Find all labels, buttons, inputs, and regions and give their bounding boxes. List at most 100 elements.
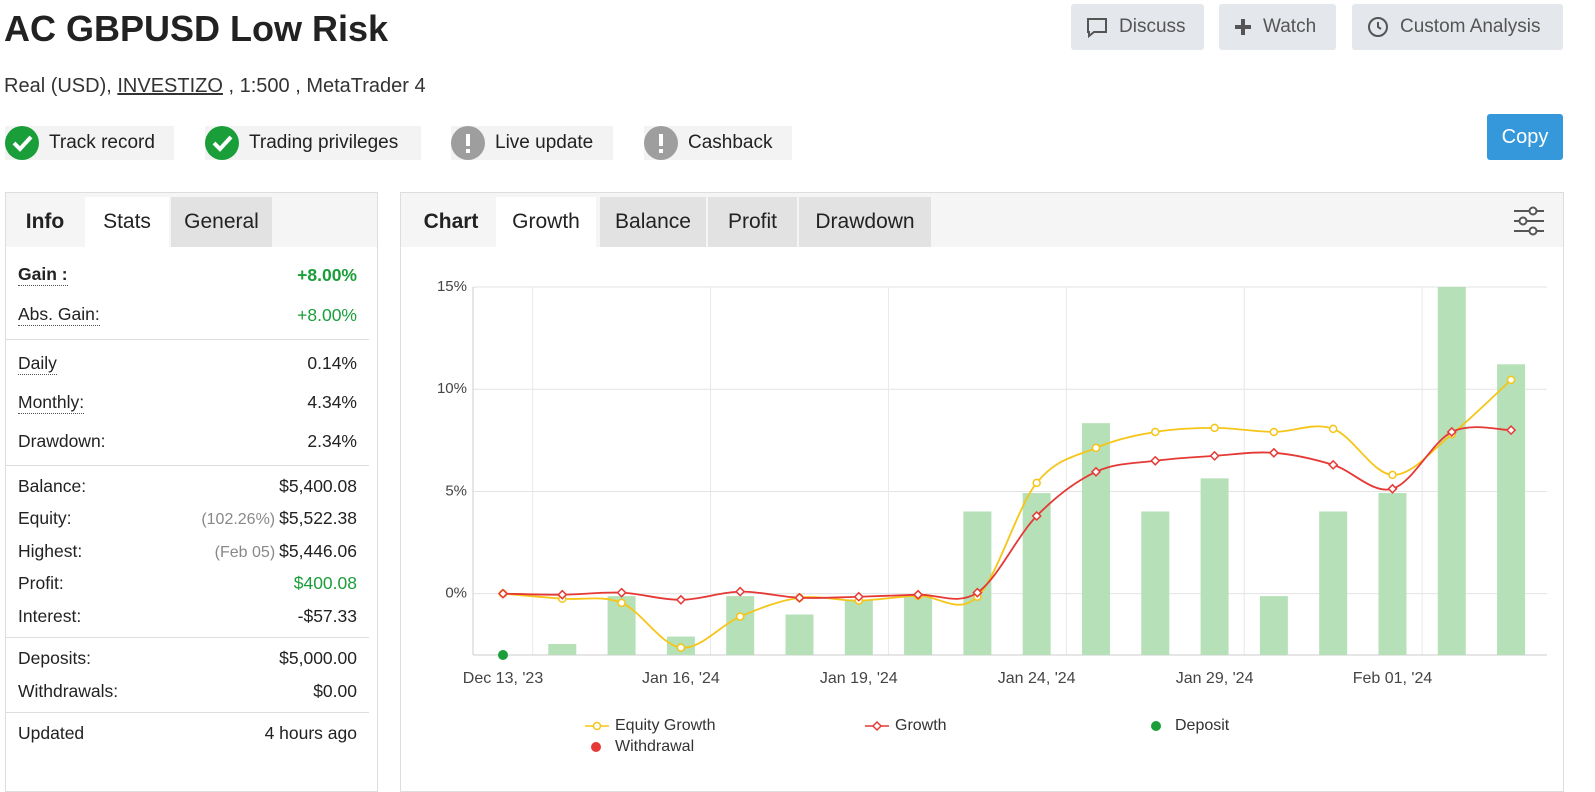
- point: [676, 643, 686, 652]
- icon: [1235, 19, 1251, 35]
- point: [1091, 443, 1101, 453]
- point: [675, 594, 686, 605]
- y-tick-label: 0%: [445, 585, 467, 602]
- tab[interactable]: Drawdown: [799, 197, 931, 247]
- bar: [548, 643, 577, 655]
- tab[interactable]: Info: [6, 197, 84, 247]
- bar: [1200, 478, 1229, 655]
- y-tick-label: 15%: [437, 278, 467, 295]
- stats-list: Gain : +8.00% Abs. Gain: +8.00% Daily 0.14% Mo…: [6, 251, 377, 755]
- point: [972, 587, 983, 598]
- stats-value: -$57.33: [297, 605, 357, 626]
- tab[interactable]: Growth: [496, 197, 596, 247]
- point: [1150, 455, 1161, 466]
- point: [735, 612, 745, 621]
- point: [1328, 424, 1338, 434]
- x-tick-label: Jan 29, '24: [1176, 670, 1254, 687]
- y-tick-label: 10%: [437, 380, 467, 397]
- stats-label: Withdrawals:: [18, 680, 119, 701]
- badge-label: Track record: [49, 132, 155, 153]
- point: [1387, 483, 1398, 494]
- stats-row: Equity: (102.26%) $5,522.38: [6, 503, 369, 536]
- legend-label: Equity Growth: [615, 717, 715, 734]
- stats-value-wrap: -$57.33: [298, 606, 357, 627]
- chart-tab-label: Chart: [423, 210, 479, 233]
- stats-label: Profit:: [18, 573, 64, 594]
- badge: Cashback: [644, 126, 792, 160]
- copy-button[interactable]: Copy: [1487, 114, 1563, 160]
- point: [1269, 427, 1279, 437]
- stats-value: 0.14%: [307, 353, 357, 373]
- icon: [1087, 18, 1107, 39]
- bar: [1141, 511, 1170, 655]
- button-label: Watch: [1263, 16, 1317, 37]
- tab[interactable]: Stats: [85, 197, 169, 247]
- tab[interactable]: Balance: [600, 197, 706, 247]
- point: [1151, 427, 1160, 437]
- point: [1090, 466, 1102, 477]
- stats-group: Daily 0.14% Monthly: 4.34% Drawdown: 2.34%: [6, 340, 369, 466]
- bar: [844, 599, 873, 655]
- point: [1210, 423, 1219, 433]
- stats-value-wrap: $400.08: [294, 573, 357, 594]
- stats-value-wrap: +8.00%: [297, 265, 357, 286]
- badge-label: Cashback: [688, 132, 773, 153]
- stats-row: Updated 4 hours ago: [6, 717, 369, 751]
- x-tick-label: Feb 01, '24: [1353, 670, 1433, 687]
- badge-label: Trading privileges: [249, 132, 399, 153]
- badge-label: Live update: [495, 132, 594, 153]
- broker-link[interactable]: INVESTIZO: [117, 75, 223, 97]
- point: [616, 587, 627, 598]
- point: [735, 586, 746, 597]
- stats-note: (Feb 05): [214, 543, 276, 561]
- stats-label: Balance:: [18, 475, 87, 496]
- tab[interactable]: Profit: [708, 197, 797, 247]
- x-tick-label: Jan 19, '24: [820, 670, 898, 687]
- stats-value-wrap: +8.00%: [297, 305, 357, 326]
- stats-value: $400.08: [293, 573, 357, 594]
- stats-value: $5,400.08: [279, 475, 357, 496]
- bar: [904, 596, 933, 655]
- stats-value-wrap: 2.34%: [307, 431, 357, 452]
- discuss-button[interactable]: Discuss: [1071, 4, 1204, 50]
- stats-row: Deposits: $5,000.00: [6, 642, 369, 675]
- stats-row: Daily 0.14%: [6, 344, 369, 383]
- stats-value-wrap: 4.34%: [307, 392, 357, 413]
- stats-value-wrap: (102.26%) $5,522.38: [201, 508, 357, 529]
- stats-row: Balance: $5,400.08: [6, 470, 369, 503]
- stats-row: Withdrawals: $0.00: [6, 675, 369, 708]
- point: [498, 650, 508, 660]
- legend-symbol: [1151, 721, 1161, 731]
- check-icon: [5, 126, 39, 160]
- bar: [785, 614, 814, 655]
- bar: [1378, 493, 1407, 655]
- bar: [1497, 364, 1526, 655]
- stats-group: Deposits: $5,000.00 Withdrawals: $0.00: [6, 638, 369, 713]
- legend-symbol: [591, 742, 601, 752]
- point: [794, 592, 805, 603]
- stats-row: Highest: (Feb 05) $5,446.06: [6, 535, 369, 568]
- stats-value: 4.34%: [307, 392, 357, 412]
- stats-value: 4 hours ago: [264, 723, 357, 743]
- stats-value-wrap: $0.00: [313, 681, 357, 702]
- stats-value-wrap: $5,000.00: [279, 648, 357, 669]
- settings-icon[interactable]: [1511, 205, 1547, 237]
- point: [1268, 447, 1279, 458]
- point: [617, 598, 626, 608]
- watch-button[interactable]: Watch: [1219, 4, 1336, 50]
- point: [913, 589, 924, 600]
- stats-group: Updated 4 hours ago: [6, 713, 369, 755]
- icon: [1368, 17, 1388, 37]
- tab[interactable]: General: [171, 197, 272, 247]
- badge: Live update: [451, 126, 613, 160]
- stats-label: Abs. Gain:: [18, 304, 100, 326]
- stats-value-wrap: 4 hours ago: [265, 723, 357, 744]
- stats-label: Updated: [18, 723, 85, 743]
- x-tick-label: Dec 13, '23: [463, 670, 544, 687]
- custom-analysis-button[interactable]: Custom Analysis: [1352, 4, 1563, 50]
- stats-value: +8.00%: [297, 304, 357, 325]
- stats-value: $5,000.00: [279, 647, 357, 668]
- stats-row: Monthly: 4.34%: [6, 383, 369, 422]
- stats-label: Equity:: [18, 508, 72, 529]
- stats-panel: Info Stats General Gain : +8.00% Abs. Gain: +…: [5, 192, 378, 792]
